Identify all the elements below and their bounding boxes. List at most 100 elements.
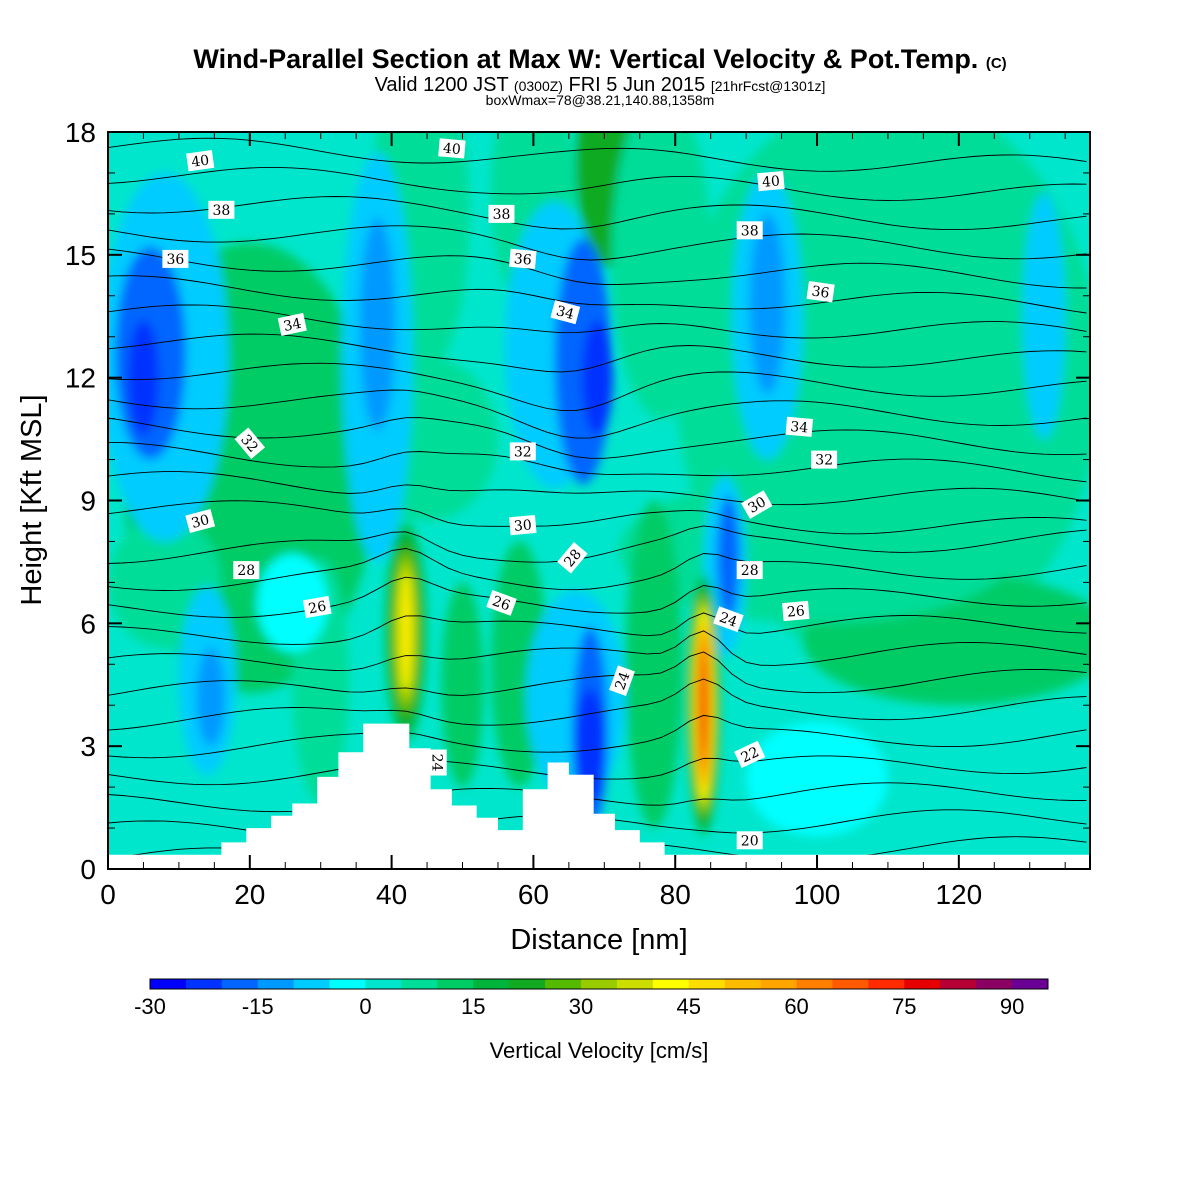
theta-contour <box>108 714 1087 759</box>
contour-label: 24 <box>713 606 744 633</box>
contour-label-value: 40 <box>442 141 461 158</box>
theta-contour <box>108 755 1087 786</box>
valid-prefix: Valid 1200 JST <box>374 74 509 96</box>
colorbar-swatch <box>616 979 654 989</box>
colorbar-swatch <box>509 979 546 989</box>
colorbar-swatch <box>832 979 869 989</box>
contour-label-value: 34 <box>282 316 303 335</box>
box-wmax: boxWmax=78@38.21,140.88,1358m <box>485 92 715 108</box>
contour-label-bg <box>486 589 517 616</box>
contour-label: 28 <box>736 561 763 580</box>
contour-label: 24 <box>428 749 447 776</box>
contour-label-value: 24 <box>717 610 739 631</box>
velocity-blob <box>625 500 683 829</box>
y-tick-label: 18 <box>65 117 96 148</box>
contour-label-value: 36 <box>513 251 532 268</box>
contour-label: 40 <box>186 149 215 172</box>
colorbar-tick-label: -15 <box>242 994 274 1019</box>
contour-label-value: 38 <box>741 223 759 239</box>
theta-contour <box>108 362 1087 412</box>
contour-label: 26 <box>782 600 810 622</box>
contour-label-value: 24 <box>612 670 633 692</box>
forecast-info: [21hrFcst@1301z] <box>710 78 826 94</box>
theta-contour <box>108 275 1087 314</box>
x-tick-label: 80 <box>660 879 691 910</box>
contour-label: 20 <box>736 831 763 850</box>
theta-contour <box>108 417 1087 459</box>
colorbar-swatch <box>724 979 762 989</box>
colorbar-title: Vertical Velocity [cm/s] <box>490 1038 709 1063</box>
x-tick-label: 100 <box>794 879 841 910</box>
theta-contour <box>108 225 1087 261</box>
theta-contour <box>108 576 1087 618</box>
chart-title: Wind-Parallel Section at Max W: Vertical… <box>0 44 1200 75</box>
theta-contour <box>108 137 1087 172</box>
y-tick-label: 12 <box>65 363 96 394</box>
theta-contour <box>108 678 1087 731</box>
contour-label-value: 22 <box>739 744 762 766</box>
potential-temperature-contours <box>108 137 1087 867</box>
theta-contour <box>108 333 1087 373</box>
contour-label-value: 30 <box>190 512 211 532</box>
contour-label-value: 38 <box>493 207 511 223</box>
colorbar-swatch <box>185 979 223 989</box>
chart-title-text: Wind-Parallel Section at Max W: Vertical… <box>193 44 979 74</box>
contour-label: 36 <box>509 248 537 269</box>
contour-label-bg <box>736 831 763 850</box>
contour-label-bg <box>208 200 235 219</box>
contour-label-value: 40 <box>761 173 780 190</box>
y-tick-label: 6 <box>80 608 96 639</box>
contour-label-bg <box>428 749 447 776</box>
contour-label: 26 <box>486 589 517 616</box>
contour-label: 38 <box>488 204 515 223</box>
contour-label-value: 30 <box>513 517 532 534</box>
theta-contour <box>108 248 1087 289</box>
y-tick-label: 3 <box>80 731 96 762</box>
contour-label: 40 <box>438 138 466 159</box>
colorbar-swatch <box>796 979 833 989</box>
colorbar-tick-label: -30 <box>134 994 166 1019</box>
colorbar-swatch <box>473 979 510 989</box>
contour-label-bg <box>550 300 581 325</box>
velocity-blob <box>359 217 396 431</box>
contour-label: 34 <box>785 416 814 437</box>
valid-time: Valid 1200 JST (0300Z) FRI 5 Jun 2015 [2… <box>0 74 1200 97</box>
theta-contour <box>108 525 1087 564</box>
contour-label: 38 <box>736 221 763 240</box>
contour-label-value: 34 <box>554 303 575 323</box>
contour-label-value: 32 <box>815 453 833 469</box>
contour-label-bg <box>233 561 260 580</box>
contour-label-bg <box>609 665 635 696</box>
contour-label-value: 26 <box>307 599 327 618</box>
contour-label: 30 <box>741 490 773 519</box>
colorbar-swatch <box>940 979 977 989</box>
x-tick-label: 60 <box>518 879 549 910</box>
contour-label-value: 26 <box>786 603 805 620</box>
y-tick-label: 0 <box>80 854 96 885</box>
y-tick-label: 15 <box>65 240 96 271</box>
contour-label: 30 <box>185 508 216 534</box>
velocity-blob <box>1022 193 1066 440</box>
x-tick-label: 20 <box>234 879 265 910</box>
contour-label-bg <box>438 138 466 159</box>
colorbar-swatch <box>150 979 187 989</box>
contour-label-bg <box>509 248 537 269</box>
valid-date: FRI 5 Jun 2015 <box>568 74 706 96</box>
contour-label: 32 <box>811 450 838 469</box>
contour-label-value: 40 <box>190 153 210 171</box>
contour-label-bg <box>509 515 537 536</box>
theta-contour <box>108 389 1087 439</box>
contour-label: 34 <box>277 312 307 336</box>
colorbar-swatch <box>257 979 295 989</box>
contour-label-bg <box>162 249 189 268</box>
colorbar-tick-label: 75 <box>892 994 916 1019</box>
colorbar-tick-label: 30 <box>569 994 593 1019</box>
contour-label-value: 24 <box>429 754 445 772</box>
contour-label-bg <box>557 542 588 574</box>
contour-label-bg <box>736 561 763 580</box>
colorbar-swatch <box>365 979 402 989</box>
